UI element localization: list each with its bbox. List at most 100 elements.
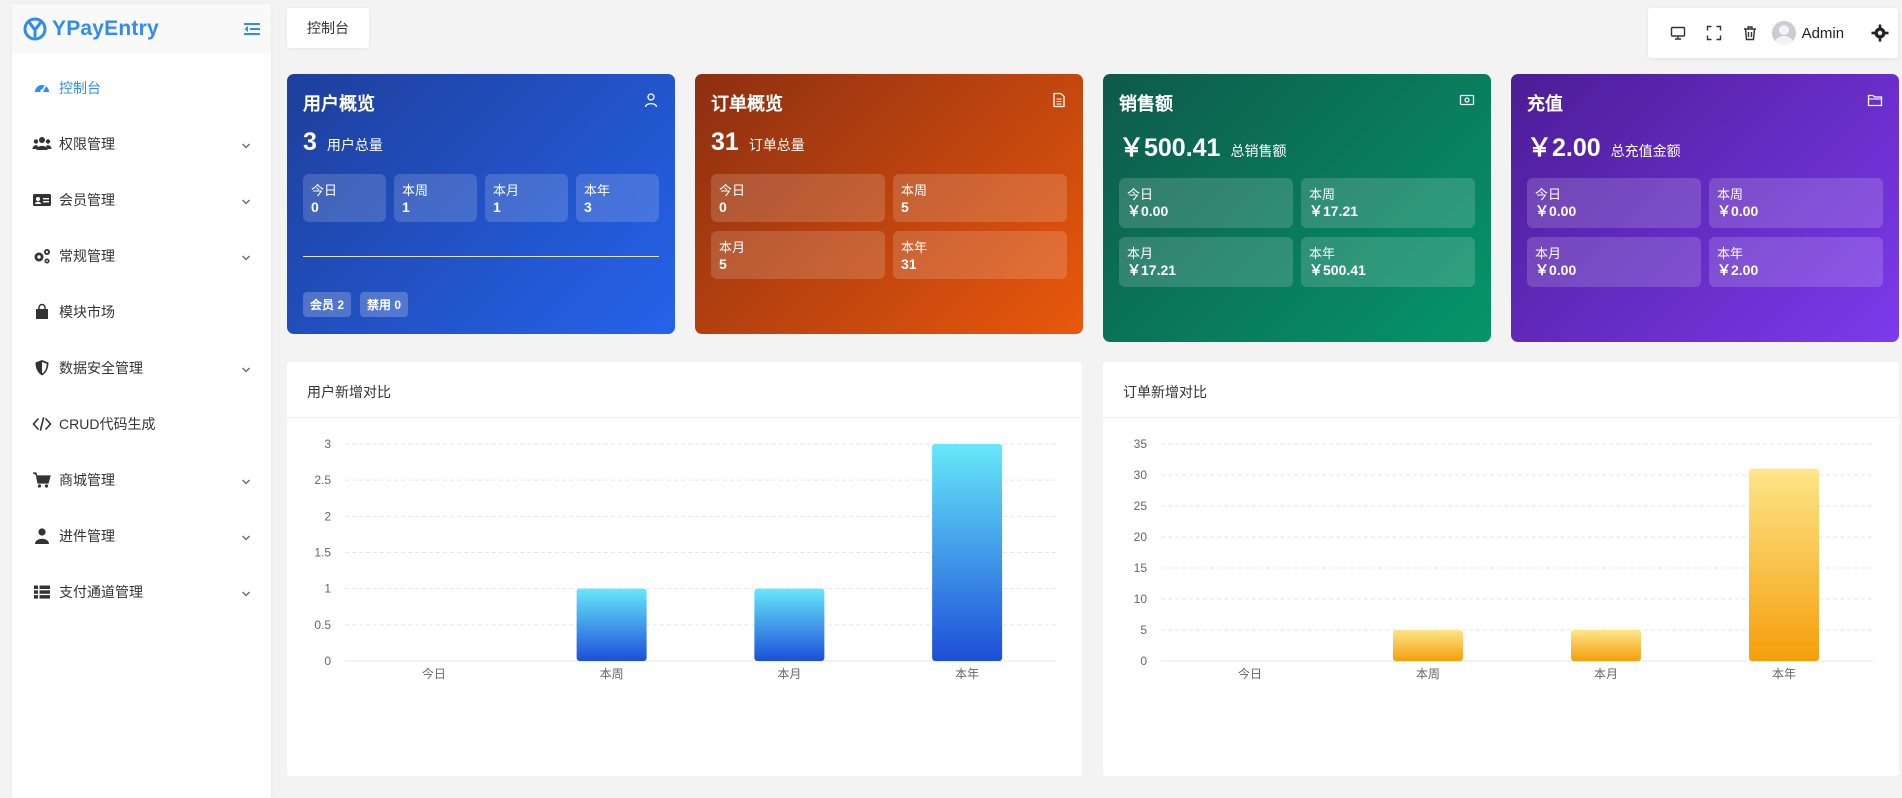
bar[interactable] [1749,468,1819,661]
chevron-down-icon [241,250,251,261]
chart-title: 用户新增对比 [287,362,1082,418]
folder-icon [1867,92,1883,108]
x-tick-label: 本年 [955,667,979,681]
gears-icon [32,246,52,266]
sidebar-item-4[interactable]: 模块市场 [12,284,271,340]
y-tick-label: 10 [1134,592,1148,606]
stat-month: 本月 1 [485,174,568,222]
gear-icon[interactable] [1862,8,1898,58]
user-overview-card: 用户概览 3 用户总量 今日 0 本周 1 本月 1 本年 3 会员 2 禁用 0 [287,74,675,334]
card-title: 充值 [1527,94,1563,114]
stat-week: 本周 1 [394,174,477,222]
stat-week: 本周 ￥17.21 [1301,178,1475,228]
stat-month: 本月 ￥0.00 [1527,237,1701,287]
app-name: YPayEntry [52,17,159,40]
user-icon [643,92,659,108]
chevron-down-icon [241,362,251,373]
y-tick-label: 15 [1134,561,1148,575]
sidebar-item-3[interactable]: 常规管理 [12,228,271,284]
x-tick-label: 本月 [1594,667,1618,681]
stat-today: 今日 0 [303,174,386,222]
chevron-down-icon [241,194,251,205]
y-tick-label: 5 [1140,623,1147,637]
sidebar-item-0[interactable]: 控制台 [12,60,271,116]
users-icon [32,134,52,154]
document-icon [1051,92,1067,108]
sidebar-item-label: 支付通道管理 [59,584,143,600]
top-toolbar: Admin [1648,8,1898,58]
fullscreen-icon[interactable] [1696,8,1732,58]
user-total-label: 用户总量 [326,137,383,153]
sidebar: YPayEntry 控制台权限管理会员管理常规管理模块市场数据安全管理 CRUD代… [12,4,271,798]
bar[interactable] [932,444,1003,661]
order-total-label: 订单总量 [748,137,805,153]
user-icon [32,526,52,546]
logo-icon [22,16,48,42]
sidebar-item-2[interactable]: 会员管理 [12,172,271,228]
sidebar-item-label: 模块市场 [59,304,115,320]
y-tick-label: 35 [1134,437,1148,451]
stat-year: 本年 ￥500.41 [1301,237,1475,287]
list-icon [32,582,52,602]
chevron-down-icon [241,586,251,597]
monitor-icon[interactable] [1660,8,1696,58]
y-tick-label: 2 [324,509,331,523]
money-icon [1459,92,1475,108]
sidebar-item-1[interactable]: 权限管理 [12,116,271,172]
tab-dashboard[interactable]: 控制台 [287,8,369,48]
shield-icon [32,358,52,378]
y-tick-label: 30 [1134,468,1148,482]
stat-year: 本年 31 [893,231,1067,279]
sidebar-item-label: 控制台 [59,80,101,96]
sales-total: ￥500.41 [1119,134,1221,162]
sidebar-collapse-icon[interactable] [243,20,261,38]
member-badge: 会员 2 [303,292,352,317]
x-tick-label: 本周 [1416,667,1440,681]
trash-icon[interactable] [1732,8,1768,58]
sales-card: 销售额 ￥500.41 总销售额 今日 ￥0.00 本周 ￥17.21 本月 ￥17.… [1103,74,1491,342]
bar[interactable] [754,588,825,661]
y-tick-label: 0.5 [314,618,331,632]
divider [303,256,659,257]
sidebar-item-9[interactable]: 支付通道管理 [12,564,271,620]
user-name: Admin [1801,24,1845,42]
logo-bar: YPayEntry [12,4,271,54]
shopping-bag-icon [32,302,52,322]
cart-icon [32,470,52,490]
stat-week: 本周 5 [893,174,1067,222]
x-tick-label: 本年 [1772,667,1796,681]
bar[interactable] [1571,630,1641,661]
order-growth-chart-panel: 订单新增对比 0 5 10 15 20 25 30 35 今日 本周 本月 本年 [1103,362,1899,776]
user-growth-chart: 0 0.5 1 1.5 2 2.5 3 今日 本周 本月 本年 [314,437,1056,681]
x-tick-label: 本周 [600,667,624,681]
x-tick-label: 今日 [422,666,446,681]
y-tick-label: 0 [1140,654,1147,668]
y-tick-label: 1 [324,582,331,596]
stat-week: 本周 ￥0.00 [1709,178,1883,228]
sidebar-item-label: 会员管理 [59,192,115,208]
disabled-badge: 禁用 0 [360,292,409,317]
stat-year: 本年 3 [576,174,659,222]
order-growth-chart: 0 5 10 15 20 25 30 35 今日 本周 本月 本年 [1134,437,1873,681]
stat-today: 今日 0 [711,174,885,222]
card-title: 用户概览 [303,94,375,114]
x-tick-label: 本月 [777,667,801,681]
y-tick-label: 0 [324,654,331,668]
sidebar-item-5[interactable]: 数据安全管理 [12,340,271,396]
x-tick-label: 今日 [1238,666,1262,681]
y-tick-label: 20 [1134,530,1148,544]
code-icon [32,414,52,434]
user-total: 3 [303,128,317,156]
bar[interactable] [576,588,647,661]
sidebar-item-7[interactable]: 商城管理 [12,452,271,508]
sidebar-item-6[interactable]: CRUD代码生成 [12,396,271,452]
dashboard-icon [32,78,52,98]
card-title: 销售额 [1119,94,1173,114]
stat-today: 今日 ￥0.00 [1527,178,1701,228]
bar[interactable] [1393,630,1463,661]
sidebar-item-label: 常规管理 [59,248,115,264]
sidebar-item-8[interactable]: 进件管理 [12,508,271,564]
user-menu[interactable]: Admin [1771,21,1845,45]
sidebar-item-label: 进件管理 [59,528,115,544]
user-growth-chart-panel: 用户新增对比 0 0.5 1 1.5 2 2.5 3 今日 本周 本月 本年 [287,362,1082,776]
